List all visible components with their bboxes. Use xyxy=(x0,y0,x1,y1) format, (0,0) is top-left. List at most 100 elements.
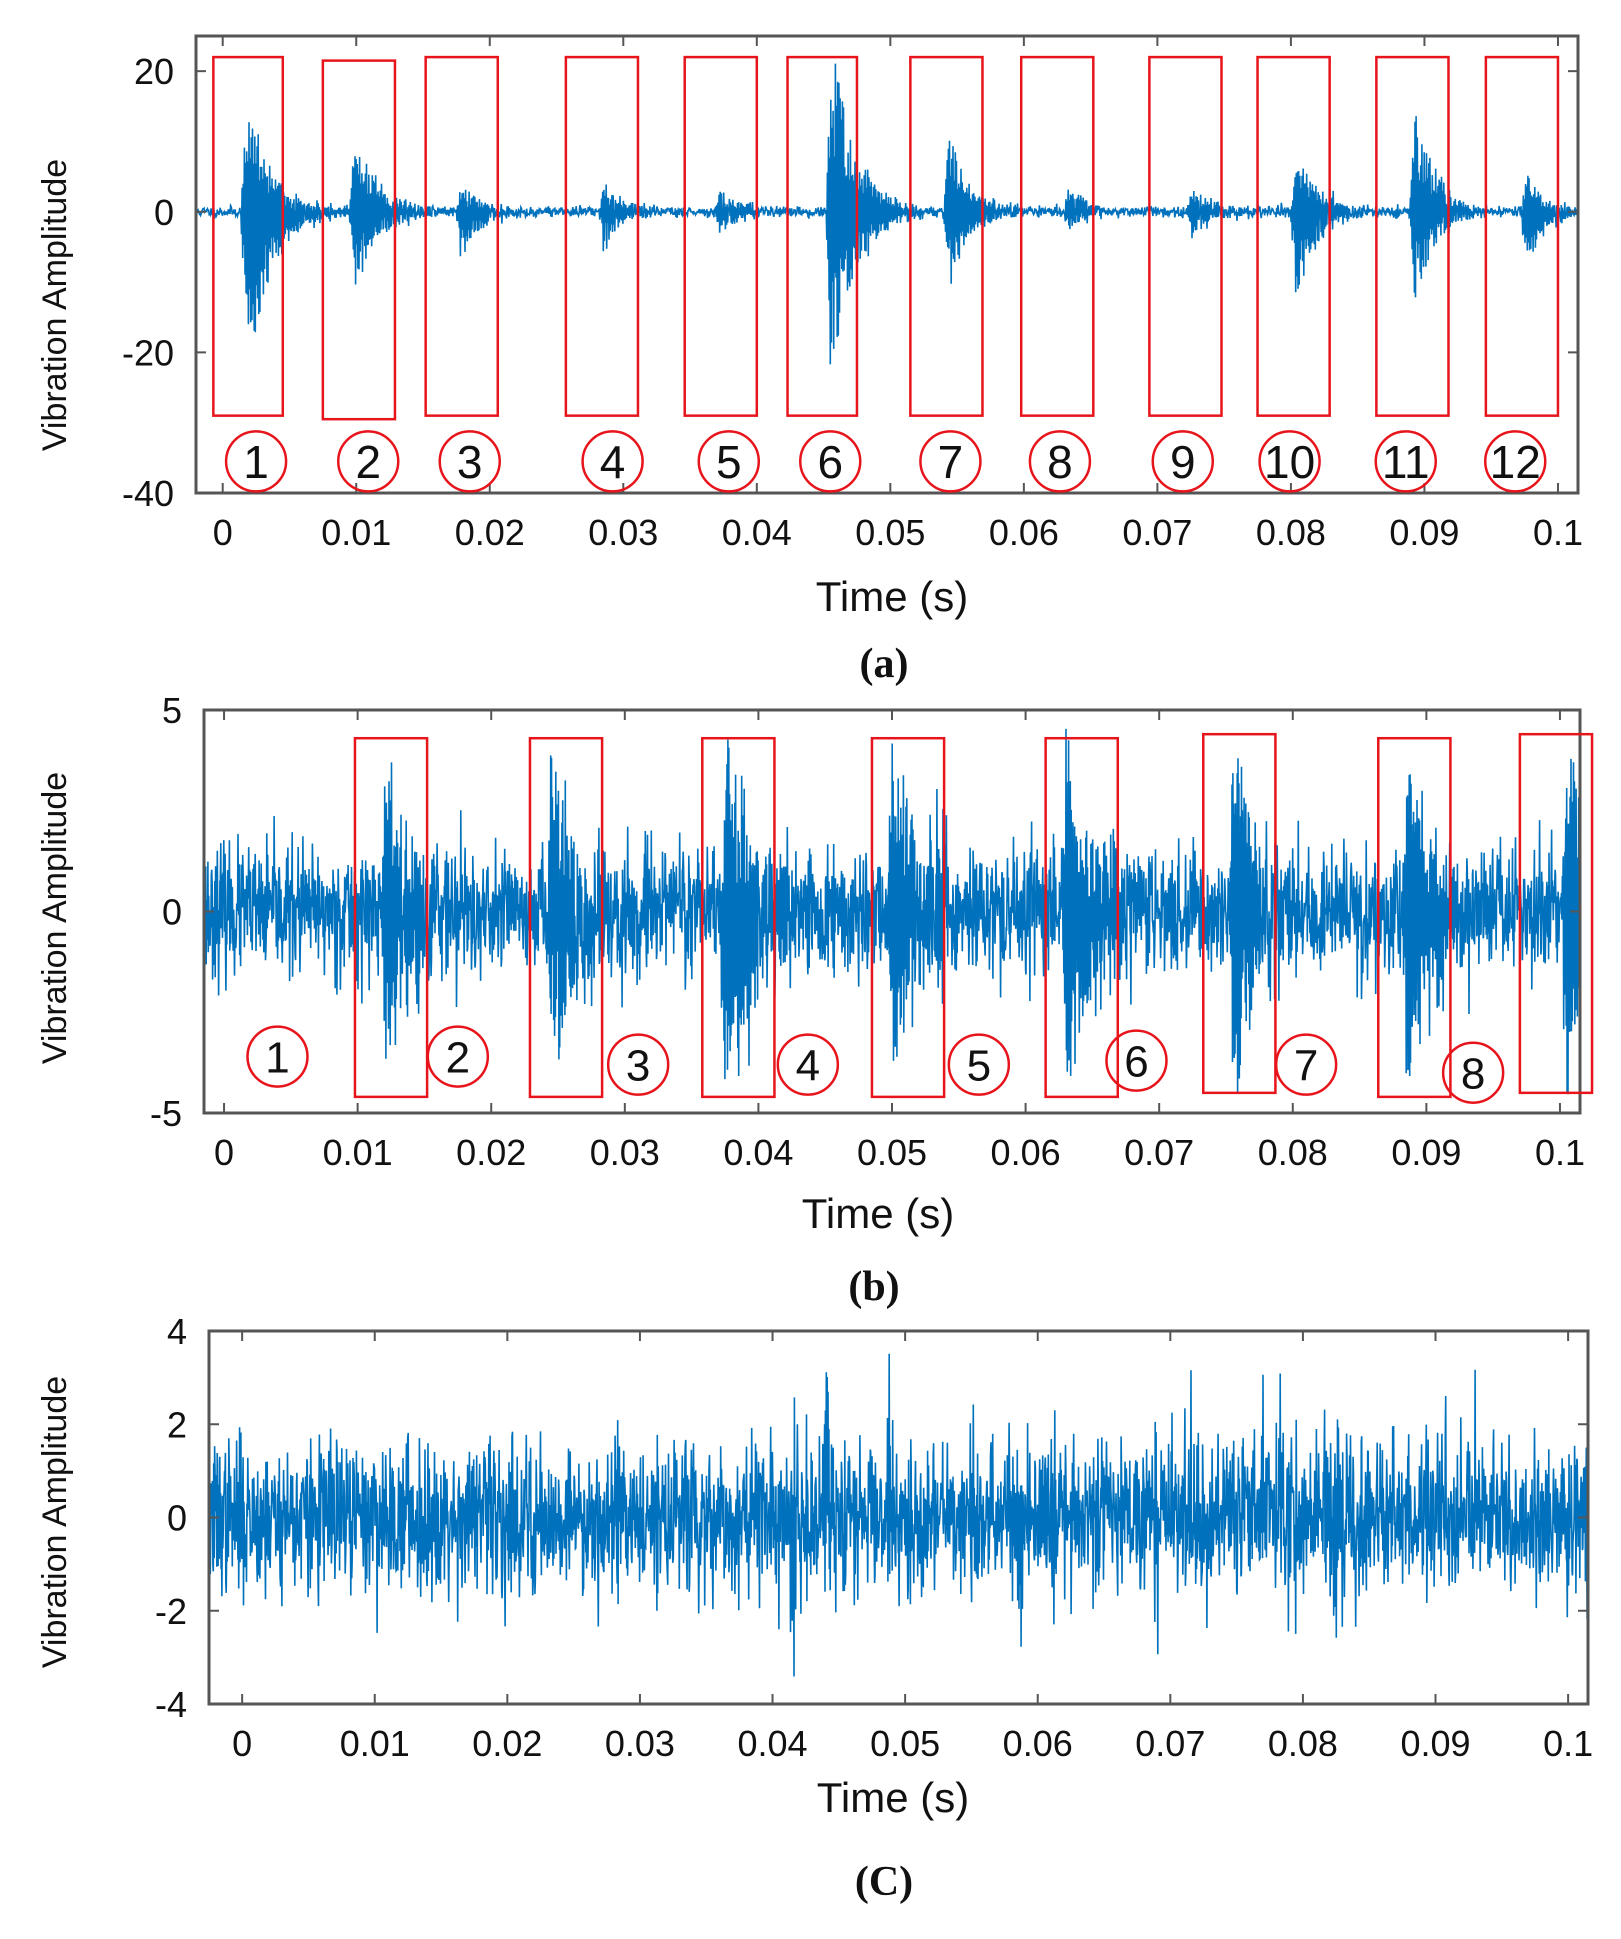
y-axis-label-b: Vibration Amplitude xyxy=(36,772,74,1064)
x-tick-label-c: 0.06 xyxy=(1003,1723,1073,1764)
impulse-number-a-10: 10 xyxy=(1264,436,1315,488)
impulse-box-b-3 xyxy=(701,736,776,1099)
y-axis-label-a: Vibration Amplitude xyxy=(36,159,74,451)
y-tick-label-b: 5 xyxy=(162,690,182,731)
impulse-box-a-4 xyxy=(564,55,640,417)
axes-frame-a xyxy=(194,34,1580,495)
impulse-number-circle-a-10 xyxy=(1258,430,1321,493)
impulse-box-a-7 xyxy=(909,55,984,417)
impulse-box-b-4 xyxy=(870,736,946,1099)
x-tick-label-a: 0.06 xyxy=(989,512,1059,553)
x-tick-label-c: 0.01 xyxy=(340,1723,410,1764)
impulse-number-circle-a-8 xyxy=(1028,430,1092,493)
caption-c: (C) xyxy=(855,1859,913,1905)
impulse-number-circle-a-12 xyxy=(1483,430,1547,493)
x-tick-label-b: 0.06 xyxy=(991,1132,1061,1173)
x-tick-label-c: 0.1 xyxy=(1543,1723,1593,1764)
impulse-number-a-7: 7 xyxy=(938,436,964,488)
x-tick-label-c: 0.07 xyxy=(1135,1723,1205,1764)
impulse-number-b-2: 2 xyxy=(446,1033,470,1082)
signal-trace-a xyxy=(196,63,1578,365)
x-tick-label-a: 0 xyxy=(213,512,233,553)
impulse-number-circle-a-7 xyxy=(919,430,982,493)
x-tick-label-b: 0.07 xyxy=(1124,1132,1194,1173)
impulse-number-b-4: 4 xyxy=(796,1041,820,1090)
impulse-box-a-2 xyxy=(321,59,397,421)
signal-trace-b xyxy=(204,728,1580,1095)
panel-c: Vibration Amplitude Time (s) (C) 0 0.01 0.… xyxy=(36,1311,1593,1905)
impulse-number-circle-b-3 xyxy=(606,1033,670,1096)
x-tick-label-a: 0.07 xyxy=(1122,512,1192,553)
impulse-number-circle-a-9 xyxy=(1151,430,1215,493)
x-tick-label-c: 0.02 xyxy=(472,1723,542,1764)
x-tick-label-b: 0 xyxy=(214,1132,234,1173)
x-axis-label-b: Time (s) xyxy=(802,1190,954,1237)
impulse-number-a-2: 2 xyxy=(355,436,381,488)
y-tick-label-c: 2 xyxy=(167,1404,187,1445)
caption-b: (b) xyxy=(848,1264,899,1310)
impulse-number-circle-a-1 xyxy=(224,430,288,493)
impulse-box-b-6 xyxy=(1202,732,1277,1095)
impulse-box-a-8 xyxy=(1019,55,1095,417)
impulse-number-a-1: 1 xyxy=(243,436,269,488)
x-tick-label-b: 0.04 xyxy=(723,1132,793,1173)
x-tick-label-a: 0.01 xyxy=(321,512,391,553)
x-tick-label-c: 0 xyxy=(232,1723,252,1764)
x-tick-label-a: 0.09 xyxy=(1389,512,1459,553)
x-tick-label-a: 0.08 xyxy=(1256,512,1326,553)
y-tick-label-b: 0 xyxy=(162,892,182,933)
impulse-number-a-3: 3 xyxy=(457,436,483,488)
y-tick-label-a: 20 xyxy=(134,51,174,92)
x-tick-label-b: 0.05 xyxy=(857,1132,927,1173)
impulse-number-a-11: 11 xyxy=(1382,436,1430,488)
impulse-box-a-9 xyxy=(1148,55,1223,417)
impulse-number-a-8: 8 xyxy=(1047,436,1073,488)
y-tick-label-a: -40 xyxy=(122,473,174,514)
x-tick-label-a: 0.05 xyxy=(855,512,925,553)
y-tick-label-c: 0 xyxy=(167,1498,187,1539)
x-tick-label-b: 0.09 xyxy=(1391,1132,1461,1173)
x-tick-label-b: 0.02 xyxy=(456,1132,526,1173)
x-tick-label-c: 0.04 xyxy=(737,1723,807,1764)
x-axis-label-a: Time (s) xyxy=(816,573,968,620)
impulse-number-circle-b-5 xyxy=(947,1033,1011,1096)
impulse-number-circle-a-3 xyxy=(438,430,501,493)
x-tick-label-c: 0.05 xyxy=(870,1723,940,1764)
impulse-box-b-5 xyxy=(1044,736,1120,1099)
impulse-box-a-1 xyxy=(212,55,285,417)
x-tick-label-a: 0.03 xyxy=(588,512,658,553)
x-tick-label-a: 0.1 xyxy=(1533,512,1583,553)
impulse-box-b-1 xyxy=(353,736,429,1099)
impulse-number-b-5: 5 xyxy=(967,1041,991,1090)
impulse-box-a-11 xyxy=(1375,55,1450,417)
y-tick-label-a: 0 xyxy=(154,192,174,233)
caption-a: (a) xyxy=(860,641,909,687)
x-axis-label-c: Time (s) xyxy=(817,1774,969,1821)
y-tick-label-c: 4 xyxy=(167,1311,187,1352)
y-tick-label-b: -5 xyxy=(150,1093,182,1134)
impulse-number-a-12: 12 xyxy=(1490,436,1541,488)
x-tick-label-c: 0.09 xyxy=(1400,1723,1470,1764)
impulse-box-b-2 xyxy=(528,736,604,1099)
impulse-number-circle-a-11 xyxy=(1374,430,1438,493)
y-tick-label-c: -4 xyxy=(155,1684,187,1725)
y-tick-label-a: -20 xyxy=(122,332,174,373)
signal-trace-c xyxy=(209,1353,1588,1677)
impulse-number-a-4: 4 xyxy=(600,436,626,488)
impulse-box-a-10 xyxy=(1256,55,1331,417)
x-tick-label-c: 0.08 xyxy=(1268,1723,1338,1764)
impulse-number-circle-a-6 xyxy=(799,430,862,493)
impulse-number-a-9: 9 xyxy=(1170,436,1196,488)
panel-b: Vibration Amplitude Time (s) (b) 0 0.01 0.… xyxy=(36,690,1594,1310)
impulse-box-b-8 xyxy=(1518,732,1594,1095)
impulse-box-a-5 xyxy=(683,55,759,417)
impulse-box-a-6 xyxy=(786,55,859,417)
x-tick-label-b: 0.1 xyxy=(1535,1132,1585,1173)
impulse-number-circle-b-8 xyxy=(1441,1041,1505,1104)
impulse-number-b-3: 3 xyxy=(626,1041,650,1090)
impulse-number-b-1: 1 xyxy=(265,1033,289,1082)
impulse-number-circle-a-5 xyxy=(697,430,761,493)
impulse-number-circle-b-7 xyxy=(1274,1033,1338,1096)
impulse-number-b-6: 6 xyxy=(1124,1037,1148,1086)
